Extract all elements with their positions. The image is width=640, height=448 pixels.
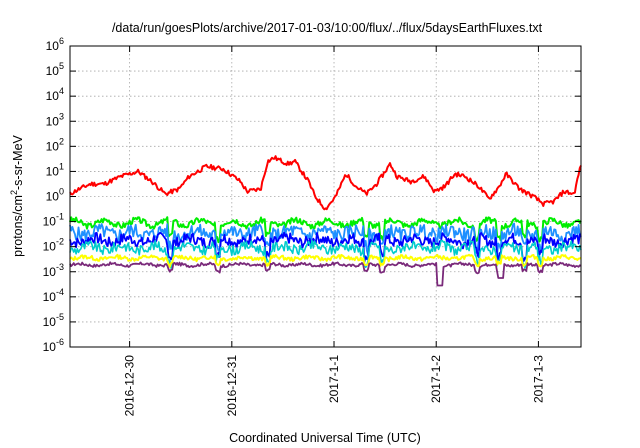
y-tick-label: 10-6 bbox=[43, 337, 64, 354]
y-axis: 10-6 10-5 10-4 10-3 10-2 10-1 100 101 102 103 104 1… bbox=[43, 36, 581, 354]
series-layer bbox=[69, 155, 582, 287]
x-tick-label: 2017-1-1 bbox=[327, 355, 341, 403]
y-tick-label: 10-2 bbox=[43, 237, 64, 254]
y-tick-label: 100 bbox=[46, 187, 64, 204]
series-line bbox=[69, 261, 582, 287]
y-axis-label-post: -s-sr-MeV bbox=[11, 134, 25, 190]
series-line bbox=[69, 216, 582, 244]
x-tick-label: 2017-1-2 bbox=[429, 355, 443, 403]
y-tick-label: 106 bbox=[46, 36, 64, 53]
y-tick-label: 101 bbox=[46, 161, 64, 178]
chart-title: /data/run/goesPlots/archive/2017-01-03/1… bbox=[112, 21, 543, 35]
y-tick-label: 10-5 bbox=[43, 312, 64, 329]
x-axis: 2016-12-30 2016-12-31 2017-1-1 2017-1-2 2017… bbox=[123, 46, 545, 417]
x-axis-label: Coordinated Universal Time (UTC) bbox=[229, 431, 421, 445]
series-line bbox=[69, 239, 582, 269]
y-axis-label: protons/cm2-s-sr-MeV bbox=[9, 134, 25, 256]
y-tick-label: 104 bbox=[46, 86, 64, 103]
series-line bbox=[69, 155, 582, 211]
y-tick-label: 10-3 bbox=[43, 262, 64, 279]
x-tick-label: 2016-12-31 bbox=[225, 355, 239, 417]
x-tick-label: 2016-12-30 bbox=[123, 355, 137, 417]
series-line bbox=[69, 253, 582, 268]
y-tick-label: 102 bbox=[46, 136, 64, 153]
y-tick-label: 10-4 bbox=[43, 287, 64, 304]
series-line bbox=[69, 222, 582, 257]
y-tick-label: 105 bbox=[46, 61, 64, 78]
y-tick-label: 10-1 bbox=[43, 212, 64, 229]
y-axis-label-sup: 2 bbox=[9, 190, 19, 195]
y-axis-label-pre: protons/cm bbox=[11, 195, 25, 257]
y-tick-label: 103 bbox=[46, 111, 64, 128]
grid bbox=[70, 46, 581, 347]
x-tick-label: 2017-1-3 bbox=[531, 355, 545, 403]
